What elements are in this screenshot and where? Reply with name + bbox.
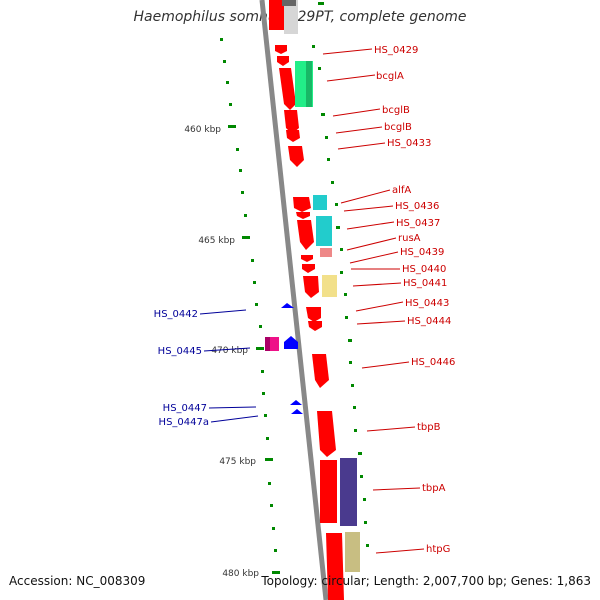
gene-label[interactable]: rusA bbox=[398, 233, 421, 244]
reverse-leader-lines bbox=[199, 309, 259, 423]
gene-label[interactable]: HS_0447 bbox=[163, 403, 207, 414]
map-title: Haemophilus somnus 129PT, complete genom… bbox=[133, 9, 467, 25]
gene-arrow bbox=[293, 197, 311, 212]
gene-label[interactable]: HS_0444 bbox=[407, 316, 451, 327]
gene-label[interactable]: HS_0436 bbox=[395, 201, 439, 212]
gene-label[interactable]: bcglA bbox=[376, 71, 404, 82]
forward-leader-lines bbox=[322, 48, 425, 554]
accession-text: Accession: NC_008309 bbox=[9, 574, 146, 588]
gene-box-top-dark bbox=[282, 0, 296, 6]
gene-arrow bbox=[275, 45, 287, 54]
feature-box-green-shade bbox=[306, 61, 312, 107]
gene-arrow bbox=[306, 307, 321, 322]
gene-label[interactable]: HS_0433 bbox=[387, 138, 431, 149]
gene-arrow bbox=[317, 411, 336, 457]
gene-label[interactable]: HS_0445 bbox=[158, 346, 202, 357]
forward-genes bbox=[275, 45, 344, 600]
gene-label[interactable]: HS_0441 bbox=[403, 278, 447, 289]
gene-label[interactable]: HS_0447a bbox=[159, 417, 209, 428]
gene-label[interactable]: HS_0429 bbox=[374, 45, 418, 56]
gene-arrow bbox=[279, 68, 296, 110]
gene-label[interactable]: htpG bbox=[426, 544, 450, 555]
feature-box-indigo bbox=[340, 458, 357, 526]
gene-label[interactable]: HS_0437 bbox=[396, 218, 440, 229]
gene-label[interactable]: bcglB bbox=[384, 122, 412, 133]
gene-label[interactable]: HS_0440 bbox=[402, 264, 446, 275]
gene-arrow bbox=[284, 110, 299, 134]
gene-label[interactable]: bcglB bbox=[382, 105, 410, 116]
feature-box-yellow bbox=[322, 275, 337, 297]
major-tick bbox=[242, 236, 250, 239]
feature-box-cyan bbox=[313, 195, 327, 210]
gene-arrow-top-partial bbox=[269, 0, 285, 30]
minor-ticks-right bbox=[312, 45, 369, 547]
gene-arrow bbox=[312, 354, 329, 388]
gene-label[interactable]: HS_0439 bbox=[400, 247, 444, 258]
feature-box-magenta-dark bbox=[265, 337, 270, 351]
gene-label[interactable]: HS_0446 bbox=[411, 357, 455, 368]
gene-arrow bbox=[286, 130, 300, 142]
topology-text: Topology: circular; Length: 2,007,700 bp… bbox=[261, 574, 591, 588]
gene-arrow-body bbox=[320, 460, 337, 523]
feature-box-pink bbox=[320, 248, 332, 257]
gene-arrow-reverse bbox=[290, 400, 302, 405]
gene-arrow-reverse bbox=[284, 336, 298, 349]
gene-arrow bbox=[301, 255, 313, 262]
gene-label[interactable]: HS_0442 bbox=[154, 309, 198, 320]
gene-arrow-reverse bbox=[291, 409, 303, 414]
tick-top bbox=[318, 2, 324, 5]
gene-arrow bbox=[296, 212, 310, 219]
scale-label: 465 kbp bbox=[198, 236, 235, 246]
gene-box-top-partial bbox=[284, 0, 298, 34]
reverse-genes bbox=[281, 303, 303, 414]
gene-arrow bbox=[308, 321, 322, 331]
feature-box-khaki bbox=[345, 532, 360, 572]
gene-label[interactable]: tbpA bbox=[422, 483, 446, 494]
gene-arrow bbox=[288, 146, 304, 167]
scale-label: 470 kbp bbox=[211, 346, 248, 356]
major-tick bbox=[265, 458, 273, 461]
scale-ticks bbox=[228, 125, 280, 574]
gene-arrow bbox=[297, 220, 314, 250]
gene-arrow bbox=[303, 276, 319, 298]
minor-ticks-left bbox=[220, 38, 277, 552]
scale-label: 460 kbp bbox=[184, 125, 221, 135]
major-tick bbox=[256, 347, 264, 350]
genome-backbone bbox=[259, 0, 329, 600]
gene-arrow bbox=[302, 264, 315, 273]
feature-box-cyan bbox=[316, 216, 332, 246]
major-tick bbox=[272, 571, 280, 574]
gene-arrow-reverse bbox=[281, 303, 294, 308]
scale-label: 475 kbp bbox=[219, 457, 256, 467]
major-tick bbox=[228, 125, 236, 128]
gene-label[interactable]: alfA bbox=[392, 185, 411, 196]
gene-label[interactable]: HS_0443 bbox=[405, 298, 449, 309]
scale-label: 480 kbp bbox=[222, 569, 259, 579]
gene-arrow bbox=[277, 56, 289, 66]
gene-label[interactable]: tbpB bbox=[417, 422, 441, 433]
gene-arrow bbox=[326, 533, 344, 600]
